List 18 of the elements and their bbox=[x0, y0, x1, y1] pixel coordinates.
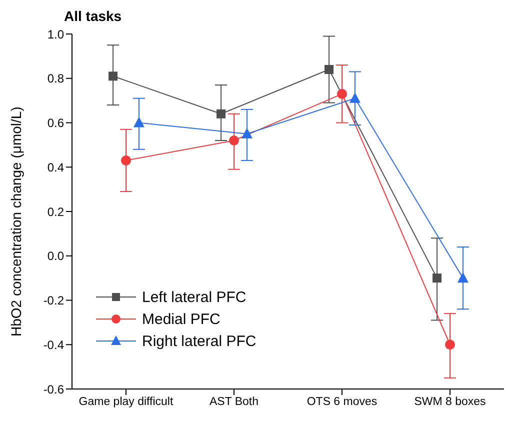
y-tick-label: 0.2 bbox=[47, 204, 64, 219]
legend-label: Right lateral PFC bbox=[142, 332, 256, 350]
x-tick-label: SWM 8 boxes bbox=[414, 396, 486, 408]
x-tick-label: OTS 6 moves bbox=[306, 396, 378, 408]
y-tick-label: -0.2 bbox=[43, 294, 64, 308]
y-tick-label: -0.4 bbox=[43, 338, 64, 352]
legend-label: Medial PFC bbox=[142, 310, 220, 328]
legend-label: Left lateral PFC bbox=[142, 288, 246, 306]
chart-title: All tasks bbox=[64, 8, 123, 24]
y-tick-label: 0.8 bbox=[47, 72, 64, 86]
y-tick-label: 0.4 bbox=[47, 160, 64, 174]
x-tick-label: Game play difficult bbox=[78, 396, 174, 408]
y-tick-label: -0.6 bbox=[43, 382, 64, 396]
x-tick-label: AST Both bbox=[209, 396, 259, 408]
y-tick-label: 0.0 bbox=[47, 249, 64, 264]
y-tick-label: 1.0 bbox=[47, 27, 64, 42]
y-axis-title: HbO2 concentration change (μmol/L) bbox=[8, 106, 24, 336]
y-tick-label: 0.6 bbox=[47, 116, 64, 130]
